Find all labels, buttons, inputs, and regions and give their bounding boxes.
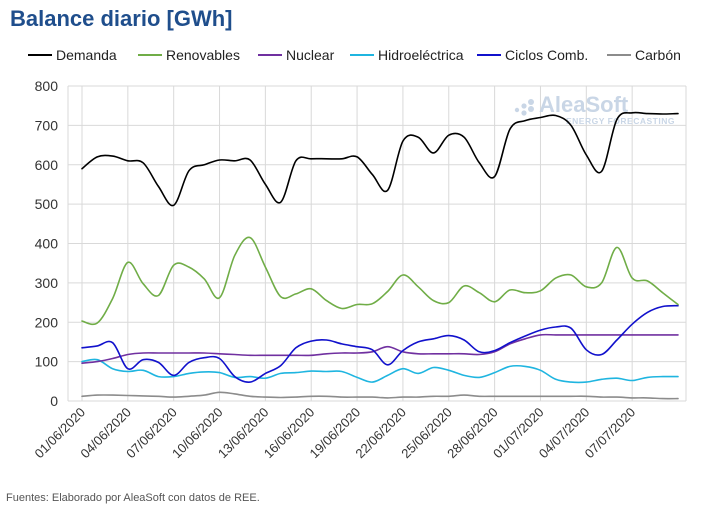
chart-title: Balance diario [GWh] bbox=[10, 6, 233, 31]
y-tick-label: 500 bbox=[35, 196, 59, 212]
y-tick-label: 400 bbox=[35, 236, 59, 252]
y-tick-label: 800 bbox=[35, 78, 59, 94]
legend-label-carbon: Carbón bbox=[635, 47, 681, 63]
y-axis-ticks: 0 100 200 300 400 500 600 700 800 bbox=[35, 78, 59, 409]
y-tick-label: 600 bbox=[35, 157, 59, 173]
aleasoft-logo-dots-icon bbox=[514, 99, 534, 116]
legend-label-nuclear: Nuclear bbox=[286, 47, 335, 63]
series-line-nuclear bbox=[81, 333, 679, 364]
legend-label-renovables: Renovables bbox=[166, 47, 240, 63]
series-lines bbox=[81, 111, 679, 400]
series-line-renovables bbox=[81, 236, 679, 326]
legend: Demanda Renovables Nuclear Hidroeléctrica Ci… bbox=[28, 47, 681, 63]
y-tick-label: 0 bbox=[50, 393, 58, 409]
series-line-carbon bbox=[81, 391, 679, 400]
series-line-demanda bbox=[81, 111, 679, 207]
legend-label-ciclos-comb: Ciclos Comb. bbox=[505, 47, 588, 63]
y-tick-label: 700 bbox=[35, 117, 59, 133]
y-tick-label: 300 bbox=[35, 275, 59, 291]
x-axis-ticks: 01/06/202004/06/202007/06/202010/06/2020… bbox=[31, 405, 638, 462]
legend-label-hidroelectrica: Hidroeléctrica bbox=[378, 47, 464, 63]
series-line-ciclos-comb bbox=[81, 304, 679, 383]
watermark-tagline: ENERGY FORECASTING bbox=[566, 116, 675, 126]
aleasoft-watermark: AleaSoft ENERGY FORECASTING bbox=[514, 92, 675, 126]
y-tick-label: 100 bbox=[35, 354, 59, 370]
watermark-brand: AleaSoft bbox=[539, 92, 629, 117]
grid bbox=[67, 85, 687, 402]
y-tick-label: 200 bbox=[35, 314, 59, 330]
source-note: Fuentes: Elaborado por AleaSoft con dato… bbox=[6, 492, 260, 504]
legend-label-demanda: Demanda bbox=[56, 47, 117, 63]
series-line-hidroelectrica bbox=[81, 358, 679, 384]
